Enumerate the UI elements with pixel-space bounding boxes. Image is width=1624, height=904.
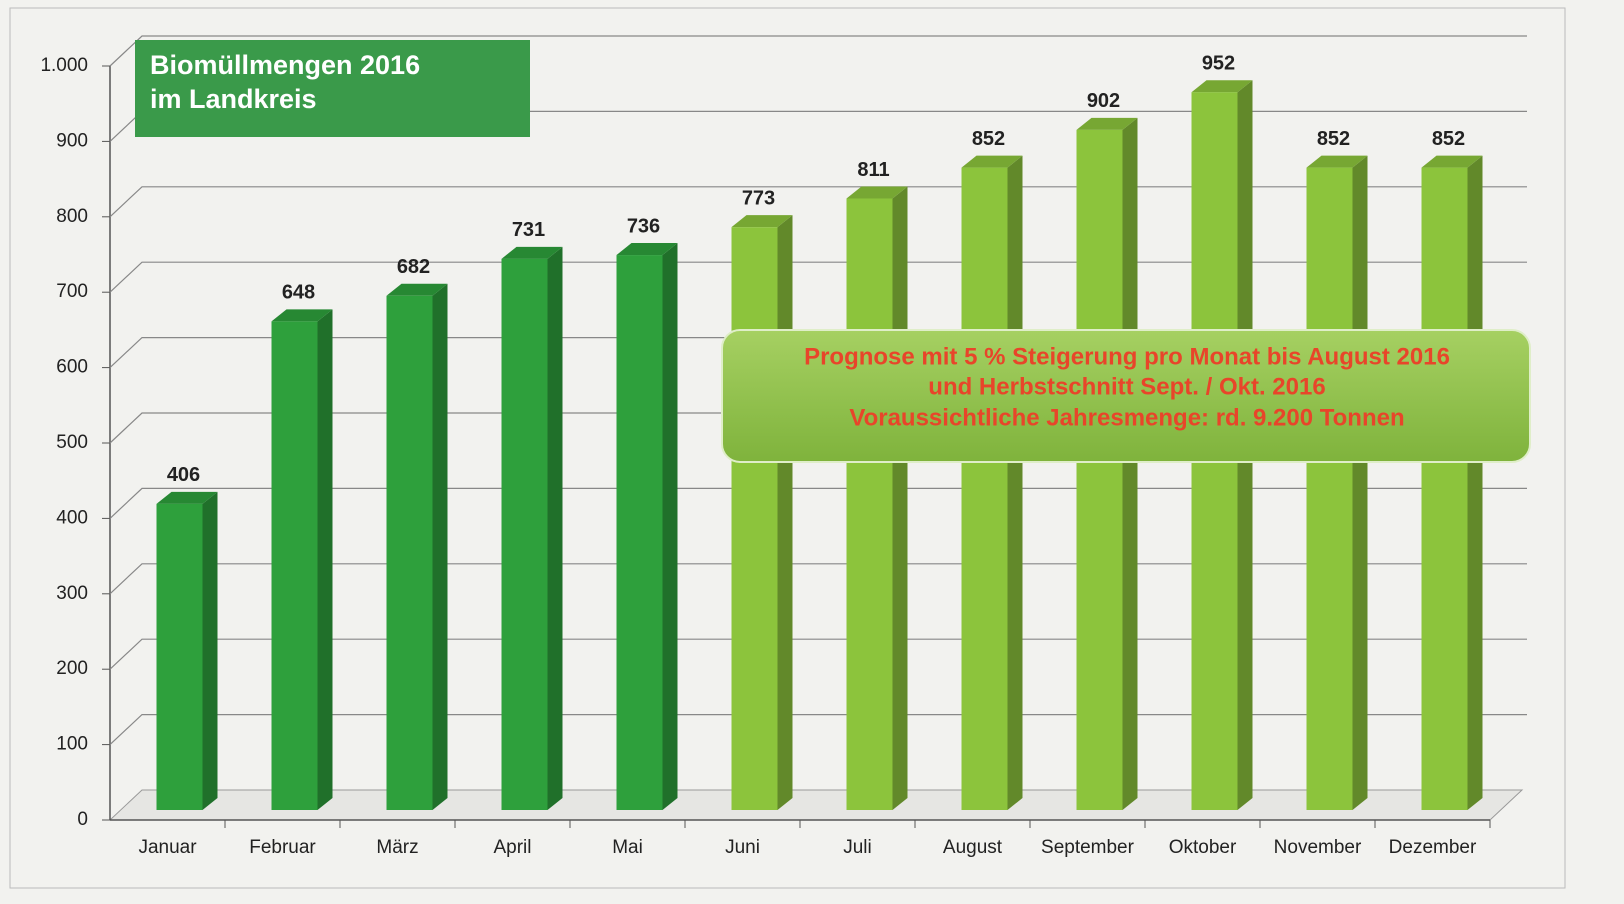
x-tick-label: Juli <box>843 837 872 858</box>
grid-layer: 0 100 200 300 400 500 600 700 800 900 1.000 <box>40 35 1527 830</box>
bar <box>501 258 548 810</box>
title-box <box>135 40 530 137</box>
bar <box>386 295 433 811</box>
data-label: 648 <box>282 282 315 304</box>
grid-line <box>109 563 1527 595</box>
bar <box>156 503 203 810</box>
grid-line <box>109 638 1527 670</box>
data-label: 406 <box>167 464 200 486</box>
bar-top <box>1076 117 1138 130</box>
bar-top <box>961 155 1023 168</box>
y-tick-label: 1.000 <box>40 55 88 76</box>
bar-side <box>1352 155 1368 811</box>
x-tick-label: Juni <box>725 837 760 858</box>
grid-line <box>109 713 1527 746</box>
bar <box>1076 129 1123 811</box>
frame <box>9 7 1566 889</box>
chart-title: Biomüllmengen 2016 <box>150 50 420 80</box>
bar-side <box>317 309 333 810</box>
data-label: 852 <box>972 128 1005 150</box>
grid-line <box>109 186 1527 218</box>
bar-top <box>616 243 678 256</box>
bar <box>1306 167 1353 811</box>
bar <box>1421 167 1468 811</box>
bar-side <box>202 491 218 810</box>
y-tick-label: 400 <box>56 507 88 528</box>
bar-side <box>547 246 563 811</box>
annotation: Prognose mit 5 % Steigerung pro Monat bi… <box>804 343 1450 370</box>
bar <box>271 321 318 810</box>
bar <box>616 255 663 810</box>
x-tick-label: Mai <box>612 837 643 858</box>
x-tick-label: Februar <box>249 837 316 858</box>
data-label: 731 <box>512 219 545 241</box>
bar-side <box>662 243 678 810</box>
y-tick-label: 700 <box>56 281 88 302</box>
y-tick-label: 300 <box>56 583 88 604</box>
bar-top <box>846 186 908 199</box>
bar-side <box>432 283 448 811</box>
bar-top <box>1191 80 1253 93</box>
x-tick-label: August <box>943 837 1003 858</box>
annotation: Voraussichtliche Jahresmenge: rd. 9.200 … <box>849 404 1404 431</box>
bar <box>846 198 893 811</box>
annotation: und Herbstschnitt Sept. / Okt. 2016 <box>928 373 1325 400</box>
y-tick-label: 900 <box>56 130 88 151</box>
bar-top <box>731 215 793 228</box>
x-tick-label: Oktober <box>1169 837 1237 858</box>
x-tick-label: Januar <box>138 837 197 858</box>
data-label: 852 <box>1317 128 1350 150</box>
bar-side <box>892 186 908 811</box>
data-label: 902 <box>1087 90 1120 112</box>
bar-top <box>386 283 448 296</box>
bar <box>961 167 1008 811</box>
x-tick-label: September <box>1041 837 1135 858</box>
bar-top <box>156 491 218 504</box>
data-label: 852 <box>1432 128 1465 150</box>
bar <box>731 227 778 810</box>
data-label: 811 <box>857 159 889 181</box>
y-tick-label: 0 <box>77 809 88 830</box>
bar-side <box>1007 155 1023 811</box>
x-tick-label: April <box>493 837 531 858</box>
bar-side <box>777 215 793 810</box>
grid-line <box>109 487 1527 519</box>
y-tick-label: 800 <box>56 206 88 227</box>
x-tick-label: März <box>376 837 418 858</box>
grid-line <box>109 261 1527 293</box>
annotation-box <box>721 329 1531 463</box>
y-tick-label: 100 <box>56 734 88 755</box>
data-label: 952 <box>1202 52 1235 74</box>
y-tick-label: 600 <box>56 357 88 378</box>
bar-side <box>1467 155 1483 811</box>
bar-side <box>1122 117 1138 811</box>
bar-top <box>1421 155 1483 168</box>
data-label: 773 <box>742 187 775 209</box>
bar-top <box>501 246 563 259</box>
y-tick-label: 200 <box>56 658 88 679</box>
data-label: 736 <box>627 215 660 237</box>
bar-top <box>271 309 333 322</box>
chart-title: im Landkreis <box>150 84 317 114</box>
y-tick-label: 500 <box>56 432 88 453</box>
x-tick-label: Dezember <box>1389 837 1477 858</box>
data-label: 682 <box>397 256 430 278</box>
grid-line <box>109 35 1527 67</box>
bar-top <box>1306 155 1368 168</box>
x-tick-label: November <box>1274 837 1362 858</box>
